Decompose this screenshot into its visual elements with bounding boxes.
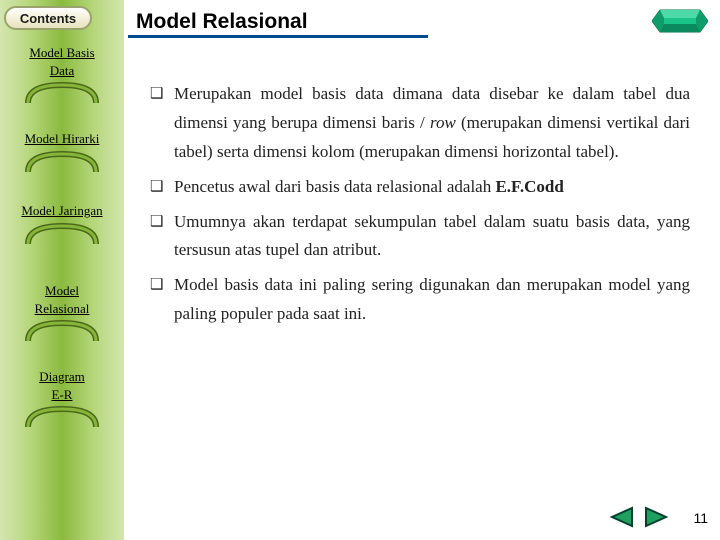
sidebar-item-label: Model Hirarki: [4, 130, 120, 148]
bullet-icon: ❑: [150, 208, 174, 266]
sidebar-item-label: DiagramE-R: [4, 368, 120, 403]
sidebar-item-2[interactable]: Model Jaringan: [4, 200, 120, 246]
bullet-text: Pencetus awal dari basis data relasional…: [174, 173, 690, 202]
contents-button[interactable]: Contents: [4, 6, 92, 30]
sidebar-item-3[interactable]: ModelRelasional: [4, 280, 120, 343]
bullet-icon: ❑: [150, 173, 174, 202]
arch-icon: [22, 317, 102, 343]
bullet-icon: ❑: [150, 271, 174, 329]
content-area: ❑Merupakan model basis data dimana data …: [150, 80, 690, 335]
nav-controls: [608, 506, 670, 528]
page-title: Model Relasional: [136, 10, 308, 34]
sidebar: Contents Model BasisData Model Hirarki Mod…: [0, 0, 124, 540]
bullet-item: ❑Merupakan model basis data dimana data …: [150, 80, 690, 167]
arch-icon: [22, 79, 102, 105]
page-number: 11: [693, 510, 708, 526]
bullet-text: Merupakan model basis data dimana data d…: [174, 80, 690, 167]
bullet-item: ❑Model basis data ini paling sering digu…: [150, 271, 690, 329]
bullet-item: ❑Pencetus awal dari basis data relasiona…: [150, 173, 690, 202]
prev-icon[interactable]: [608, 506, 636, 528]
contents-label: Contents: [20, 11, 76, 26]
title-bar: Model Relasional: [128, 8, 428, 38]
sidebar-item-4[interactable]: DiagramE-R: [4, 366, 120, 429]
arch-icon: [22, 148, 102, 174]
sidebar-item-label: ModelRelasional: [4, 282, 120, 317]
bullet-text: Umumnya akan terdapat sekumpulan tabel d…: [174, 208, 690, 266]
bullet-item: ❑Umumnya akan terdapat sekumpulan tabel …: [150, 208, 690, 266]
bullet-text: Model basis data ini paling sering digun…: [174, 271, 690, 329]
sidebar-item-label: Model Jaringan: [4, 202, 120, 220]
arch-icon: [22, 220, 102, 246]
gem-icon: [652, 6, 708, 36]
arch-icon: [22, 403, 102, 429]
sidebar-item-1[interactable]: Model Hirarki: [4, 128, 120, 174]
sidebar-item-label: Model BasisData: [4, 44, 120, 79]
bullet-icon: ❑: [150, 80, 174, 167]
sidebar-item-0[interactable]: Model BasisData: [4, 42, 120, 105]
next-icon[interactable]: [642, 506, 670, 528]
